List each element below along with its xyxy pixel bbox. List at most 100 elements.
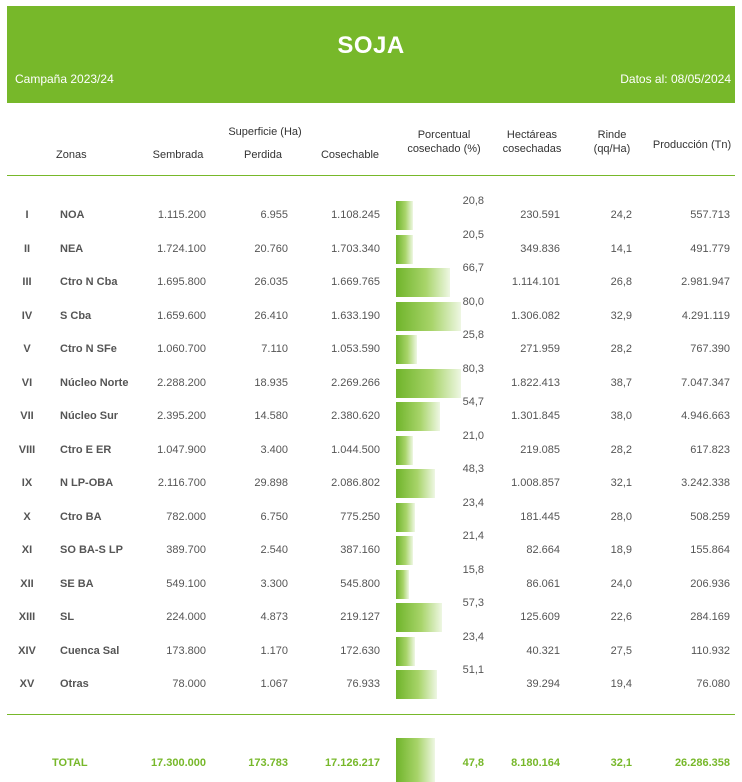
pct-bar-track: 80,3 bbox=[396, 363, 484, 398]
header-produccion: Producción (Tn) bbox=[652, 139, 732, 151]
table-row: V Ctro N SFe 1.060.700 7.110 1.053.590 271.95… bbox=[0, 329, 742, 366]
perdida-value: 4.873 bbox=[260, 611, 288, 623]
produccion-value: 284.169 bbox=[690, 611, 730, 623]
zone-number: III bbox=[22, 276, 32, 288]
rinde-value: 24,2 bbox=[610, 209, 632, 221]
perdida-value: 2.540 bbox=[260, 544, 288, 556]
zone-number: IX bbox=[21, 477, 33, 489]
pct-bar-track: 23,4 bbox=[396, 497, 484, 532]
campaign-label: Campaña 2023/24 bbox=[15, 72, 114, 86]
table-row: XI SO BA-S LP 389.700 2.540 387.160 82.664 18,… bbox=[0, 530, 742, 567]
header-divider bbox=[7, 175, 735, 176]
table-row: IX N LP-OBA 2.116.700 29.898 2.086.802 1.008.… bbox=[0, 463, 742, 500]
pct-value: 66,7 bbox=[462, 262, 484, 274]
cosechable-value: 2.086.802 bbox=[331, 477, 380, 489]
sembrada-value: 2.288.200 bbox=[157, 376, 206, 389]
cosechable-value: 1.108.245 bbox=[331, 209, 380, 221]
pct-bar-track: 20,8 bbox=[396, 195, 484, 230]
pct-value: 54,7 bbox=[462, 396, 484, 408]
sembrada-value: 2.395.200 bbox=[157, 410, 206, 422]
pct-value: 25,8 bbox=[462, 329, 484, 341]
perdida-value: 6.750 bbox=[260, 510, 288, 523]
zone-number: IV bbox=[21, 309, 33, 322]
pct-value: 80,0 bbox=[462, 295, 484, 308]
cosechable-value: 1.053.590 bbox=[331, 343, 380, 355]
sembrada-value: 1.047.900 bbox=[157, 443, 206, 456]
header-rinde-line1: Rinde bbox=[597, 129, 627, 141]
perdida-value: 26.410 bbox=[254, 309, 288, 322]
pct-bar-track: 66,7 bbox=[396, 262, 484, 297]
pct-value: 20,5 bbox=[462, 228, 484, 241]
table-row: XIII SL 224.000 4.873 219.127 125.609 22,6 284.… bbox=[0, 597, 742, 634]
table-row: VI Núcleo Norte 2.288.200 18.935 2.269.266 1.… bbox=[0, 363, 742, 400]
zone-name: Ctro N SFe bbox=[60, 343, 117, 355]
cosechable-value: 545.800 bbox=[340, 577, 380, 590]
table-row: XV Otras 78.000 1.067 76.933 39.294 19,4 76.080… bbox=[0, 664, 742, 701]
rinde-value: 38,7 bbox=[610, 376, 632, 389]
cosechable-value: 172.630 bbox=[340, 644, 380, 657]
header-sembrada: Sembrada bbox=[152, 149, 204, 161]
hectareas-value: 39.294 bbox=[526, 678, 560, 690]
rinde-value: 28,0 bbox=[610, 510, 632, 523]
hectareas-value: 1.822.413 bbox=[511, 376, 560, 389]
pct-bar bbox=[396, 368, 461, 398]
header-hectareas-line2: cosechadas bbox=[502, 143, 562, 155]
pct-bar-track: 21,0 bbox=[396, 430, 484, 465]
zone-name: Ctro BA bbox=[60, 510, 102, 523]
produccion-value: 617.823 bbox=[690, 443, 730, 456]
hectareas-value: 82.664 bbox=[526, 544, 560, 556]
header-zonas: Zonas bbox=[56, 149, 87, 161]
cosechable-value: 219.127 bbox=[340, 611, 380, 623]
zone-number: VII bbox=[20, 410, 34, 422]
cosechable-value: 387.160 bbox=[340, 544, 380, 556]
total-hectareas: 8.180.164 bbox=[511, 757, 560, 769]
pct-value: 23,4 bbox=[462, 496, 484, 509]
header-cosechable: Cosechable bbox=[320, 149, 380, 161]
sembrada-value: 782.000 bbox=[166, 510, 206, 523]
header-banner: SOJA Campaña 2023/24 Datos al: 08/05/202… bbox=[7, 6, 735, 103]
zone-name: S Cba bbox=[60, 309, 92, 322]
zone-name: SE BA bbox=[60, 577, 94, 590]
pct-bar-track: 80,0 bbox=[396, 296, 484, 331]
pct-bar-track: 48,3 bbox=[396, 463, 484, 498]
pct-value: 80,3 bbox=[462, 362, 484, 375]
pct-bar bbox=[396, 469, 435, 498]
produccion-value: 76.080 bbox=[696, 678, 730, 690]
zone-number: XV bbox=[19, 678, 35, 690]
perdida-value: 14.580 bbox=[254, 410, 288, 422]
pct-value: 57,3 bbox=[462, 597, 484, 609]
zone-number: II bbox=[23, 242, 31, 255]
hectareas-value: 219.085 bbox=[520, 443, 560, 456]
sembrada-value: 78.000 bbox=[172, 678, 206, 690]
pct-bar bbox=[396, 335, 417, 364]
header-porcentual-line2: cosechado (%) bbox=[407, 143, 481, 155]
header-hectareas: Hectáreas cosechadas bbox=[494, 128, 570, 156]
header-hectareas-line1: Hectáreas bbox=[506, 129, 558, 141]
pct-bar bbox=[396, 201, 413, 230]
total-rinde: 32,1 bbox=[610, 757, 632, 769]
table-row: XII SE BA 549.100 3.300 545.800 86.061 24,0 206… bbox=[0, 564, 742, 601]
hectareas-value: 1.008.857 bbox=[511, 477, 560, 489]
rinde-value: 38,0 bbox=[610, 410, 632, 422]
perdida-value: 3.300 bbox=[260, 577, 288, 590]
cosechable-value: 1.669.765 bbox=[331, 276, 380, 288]
pct-bar-track: 21,4 bbox=[396, 530, 484, 565]
zone-name: Cuenca Sal bbox=[60, 644, 120, 657]
produccion-value: 767.390 bbox=[690, 343, 730, 355]
sembrada-value: 549.100 bbox=[166, 577, 206, 590]
table-row: I NOA 1.115.200 6.955 1.108.245 230.591 24,2 55… bbox=[0, 195, 742, 232]
perdida-value: 6.955 bbox=[260, 209, 288, 221]
table-row: VIII Ctro E ER 1.047.900 3.400 1.044.500 219.… bbox=[0, 430, 742, 467]
pct-value: 15,8 bbox=[462, 563, 484, 576]
table-row: IV S Cba 1.659.600 26.410 1.633.190 1.306.082… bbox=[0, 296, 742, 333]
perdida-value: 3.400 bbox=[260, 443, 288, 456]
perdida-value: 29.898 bbox=[254, 477, 288, 489]
hectareas-value: 1.114.101 bbox=[511, 276, 560, 288]
header-rinde-line2: (qq/Ha) bbox=[593, 143, 631, 155]
rinde-value: 22,6 bbox=[610, 611, 632, 623]
pct-bar bbox=[396, 268, 450, 297]
rinde-value: 32,9 bbox=[610, 309, 632, 322]
total-produccion: 26.286.358 bbox=[674, 757, 730, 769]
table-row: III Ctro N Cba 1.695.800 26.035 1.669.765 1.1… bbox=[0, 262, 742, 299]
zone-name: Núcleo Norte bbox=[60, 376, 129, 389]
